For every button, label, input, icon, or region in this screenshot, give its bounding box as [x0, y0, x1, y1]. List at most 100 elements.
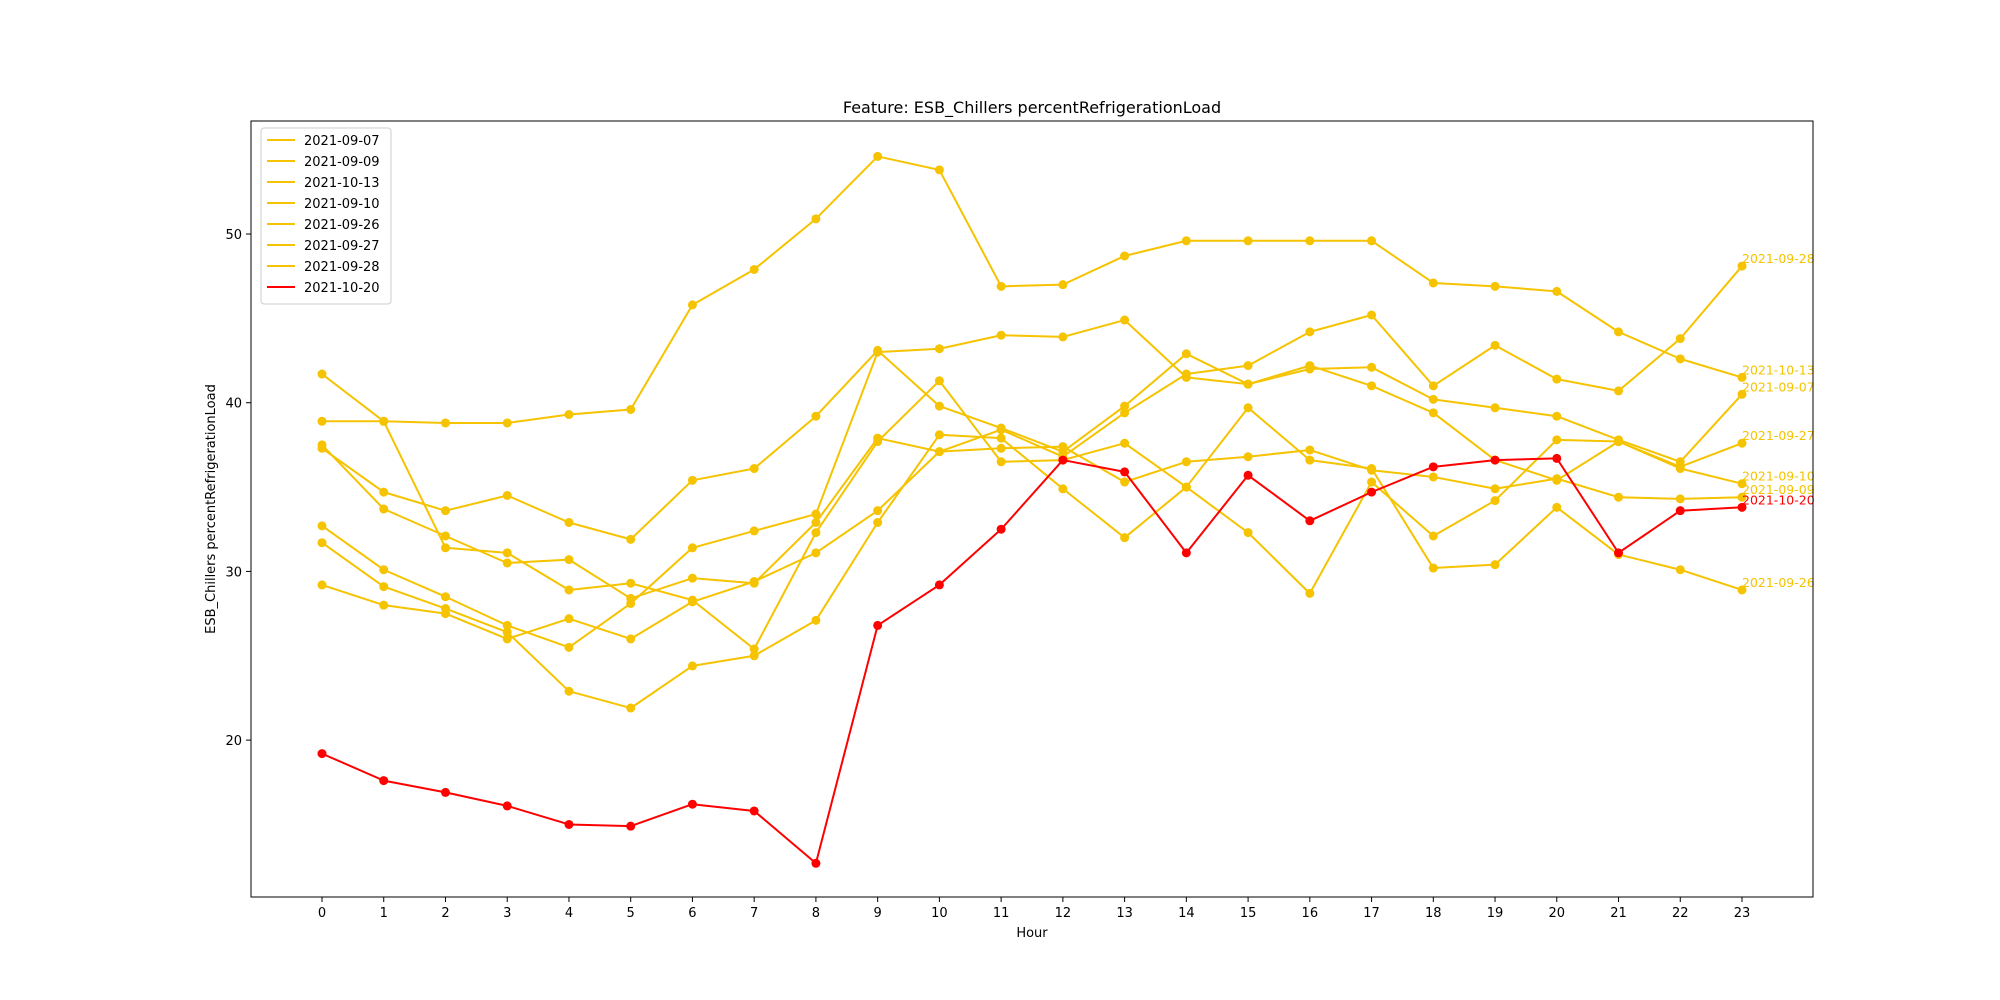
legend-label: 2021-10-13	[304, 176, 380, 191]
data-point	[811, 214, 821, 224]
data-point	[934, 401, 944, 411]
x-tick-label: 7	[750, 906, 758, 921]
x-tick-label: 14	[1178, 906, 1195, 921]
data-point	[317, 440, 327, 450]
x-tick-label: 3	[503, 906, 511, 921]
data-point	[1675, 462, 1685, 472]
data-point	[1552, 475, 1562, 485]
series-2021-09-07	[317, 315, 1747, 652]
data-point	[873, 506, 883, 516]
legend-label: 2021-09-07	[304, 134, 380, 149]
end-label-2021-09-26: 2021-09-26	[1742, 575, 1815, 590]
legend-item: 2021-09-10	[267, 197, 380, 212]
data-point	[1058, 332, 1068, 342]
y-tick-label: 50	[225, 228, 242, 243]
data-point	[934, 165, 944, 175]
series-layer	[317, 151, 1747, 868]
legend-item: 2021-09-27	[267, 239, 380, 254]
data-point	[1428, 408, 1438, 418]
data-point	[996, 524, 1006, 534]
series-2021-10-20	[317, 453, 1747, 868]
x-tick-label: 13	[1116, 906, 1133, 921]
data-point	[1305, 516, 1315, 526]
data-point	[1737, 372, 1747, 382]
x-tick-label: 2	[441, 906, 449, 921]
data-point	[811, 548, 821, 558]
data-point	[1243, 379, 1253, 389]
data-point	[1428, 531, 1438, 541]
data-point	[1490, 281, 1500, 291]
data-point	[1120, 533, 1130, 543]
data-point	[1120, 408, 1130, 418]
data-point	[502, 491, 512, 501]
legend: 2021-09-07 2021-09-09 2021-10-13 2021-09-10…	[260, 127, 392, 305]
data-point	[811, 615, 821, 625]
legend-item: 2021-09-26	[267, 218, 380, 233]
data-point	[1058, 455, 1068, 465]
data-point	[1737, 438, 1747, 448]
data-point	[1552, 453, 1562, 463]
legend-label: 2021-09-28	[304, 260, 380, 275]
data-point	[379, 582, 389, 592]
data-point	[379, 504, 389, 514]
data-point	[811, 528, 821, 538]
legend-label: 2021-10-20	[304, 281, 380, 296]
x-tick-label: 6	[688, 906, 696, 921]
data-point	[687, 543, 697, 553]
x-tick-label: 20	[1549, 906, 1566, 921]
data-point	[1428, 394, 1438, 404]
y-tick-label: 20	[225, 734, 242, 749]
data-point	[1243, 528, 1253, 538]
data-point	[873, 151, 883, 161]
data-point	[1552, 374, 1562, 384]
data-point	[1552, 286, 1562, 296]
data-point	[1737, 585, 1747, 595]
legend-item: 2021-09-09	[267, 155, 380, 170]
data-point	[626, 578, 636, 588]
data-point	[626, 534, 636, 544]
data-point	[317, 369, 327, 379]
data-point	[1614, 492, 1624, 502]
data-point	[564, 686, 574, 696]
data-point	[1552, 502, 1562, 512]
data-point	[1367, 362, 1377, 372]
data-point	[1675, 354, 1685, 364]
data-point	[502, 548, 512, 558]
plot-frame	[250, 120, 1814, 898]
data-point	[934, 447, 944, 457]
data-point	[811, 858, 821, 868]
end-label-2021-10-13: 2021-10-13	[1742, 362, 1815, 377]
series-2021-09-26	[317, 403, 1747, 713]
data-point	[379, 487, 389, 497]
data-point	[1305, 455, 1315, 465]
data-point	[1305, 588, 1315, 598]
data-point	[1737, 261, 1747, 271]
x-tick-label: 11	[993, 906, 1010, 921]
data-point	[873, 345, 883, 355]
data-point	[1367, 310, 1377, 320]
data-point	[564, 555, 574, 565]
data-point	[502, 801, 512, 811]
legend-item: 2021-09-07	[267, 134, 380, 149]
data-point	[1675, 565, 1685, 575]
data-point	[996, 425, 1006, 435]
data-point	[1181, 369, 1191, 379]
y-tick-label: 40	[225, 397, 242, 412]
data-point	[440, 604, 450, 614]
data-point	[564, 585, 574, 595]
x-tick-label: 8	[812, 906, 820, 921]
end-label-2021-10-20: 2021-10-20	[1742, 492, 1815, 507]
data-point	[1367, 464, 1377, 474]
data-point	[749, 806, 759, 816]
x-tick-label: 12	[1055, 906, 1072, 921]
data-point	[749, 264, 759, 274]
data-point	[687, 475, 697, 485]
series-2021-10-13	[317, 151, 1747, 428]
data-point	[749, 526, 759, 536]
data-point	[1428, 563, 1438, 573]
legend-label: 2021-09-09	[304, 155, 380, 170]
data-point	[379, 565, 389, 575]
series-line	[321, 373, 1743, 651]
data-point	[1243, 470, 1253, 480]
